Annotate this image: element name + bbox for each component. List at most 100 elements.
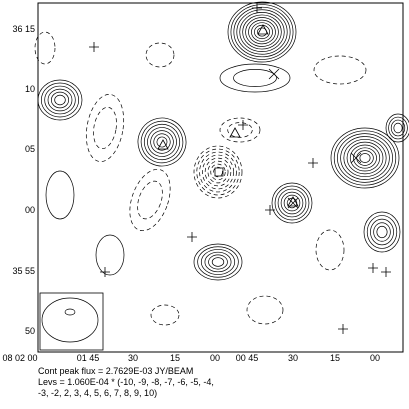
contour (337, 133, 393, 183)
contour (204, 157, 232, 187)
source-marker (100, 267, 110, 277)
contour (200, 249, 236, 275)
contour (363, 211, 401, 253)
source-marker (268, 68, 280, 80)
contour (50, 91, 70, 109)
contour (227, 1, 297, 63)
contour (333, 130, 397, 186)
contour (346, 141, 384, 175)
source-marker (252, 3, 262, 13)
contour (393, 122, 403, 134)
source-marker (350, 152, 362, 164)
source-marker (187, 232, 197, 242)
contour (340, 136, 390, 180)
x-tick-label: 15 (170, 353, 180, 363)
contour (37, 79, 83, 121)
contour (153, 133, 171, 151)
plot-frame (37, 2, 404, 353)
source-marker (229, 127, 241, 138)
x-tick-label: 15 (330, 353, 340, 363)
y-tick-label: 10 (25, 84, 35, 94)
contour (85, 94, 125, 162)
contour (219, 117, 261, 143)
x-tick-label: 30 (288, 353, 298, 363)
contour (353, 147, 377, 169)
contours (34, 1, 409, 334)
contour (204, 251, 232, 273)
y-tick-label: 35 55 (12, 266, 35, 276)
contour (211, 257, 225, 267)
contour (40, 82, 80, 118)
contour (140, 120, 184, 164)
contour (280, 191, 304, 215)
contour (254, 24, 270, 40)
contour (210, 163, 226, 181)
contour (219, 63, 291, 93)
contour (385, 113, 409, 143)
contour (236, 9, 288, 55)
contour (388, 116, 408, 140)
contour (349, 144, 381, 172)
contour (202, 154, 234, 190)
caption-levels: Levs = 1.060E-04 * (-10, -9, -8, -7, -6,… (38, 377, 214, 387)
contour (93, 106, 117, 150)
contour (54, 94, 66, 106)
contour (356, 150, 374, 166)
caption-peak: Cont peak flux = 2.7629E-03 JY/BEAM (38, 366, 193, 376)
contour (233, 69, 277, 87)
source-marker (308, 158, 318, 168)
source-marker (287, 196, 299, 207)
contour (248, 19, 276, 45)
source-marker (257, 24, 269, 35)
contour (95, 234, 125, 276)
x-tick-label: 00 (370, 353, 380, 363)
contour (370, 218, 394, 246)
contour (143, 123, 181, 161)
y-tick-label: 36 15 (12, 24, 35, 34)
contour (245, 17, 279, 47)
contour (230, 4, 294, 60)
contour (44, 85, 76, 115)
contour (283, 194, 301, 212)
contour (47, 88, 73, 112)
contour (156, 136, 168, 148)
contour (34, 31, 56, 65)
beam-outer (41, 297, 99, 343)
contour (207, 160, 229, 184)
source-marker (368, 263, 378, 273)
y-tick-label: 00 (25, 205, 35, 215)
contour (193, 145, 243, 199)
x-tick-label: 00 45 (236, 353, 259, 363)
contour (251, 22, 273, 42)
beam (64, 308, 76, 316)
contour (150, 130, 174, 154)
contour (45, 170, 75, 220)
contour (313, 55, 367, 85)
contour (137, 180, 163, 220)
contour (147, 127, 177, 157)
source-marker (338, 324, 348, 334)
contour (199, 151, 237, 193)
contour (390, 119, 406, 137)
contour (193, 243, 243, 281)
source-marker (89, 42, 99, 52)
contour (233, 6, 291, 58)
contour (366, 215, 398, 249)
contour (373, 222, 391, 242)
contour (197, 246, 239, 278)
contour (330, 127, 400, 189)
x-tick-label: 00 (210, 353, 220, 363)
contour (359, 153, 371, 163)
source-marker (265, 205, 275, 215)
contour (208, 254, 228, 270)
x-tick-label: 01 45 (77, 353, 100, 363)
contour (274, 185, 310, 221)
source-marker (238, 120, 248, 130)
contour (376, 225, 388, 239)
contour (239, 11, 285, 53)
x-tick-label: 30 (128, 353, 138, 363)
contour (315, 229, 345, 271)
beam-box (39, 292, 104, 351)
contour (242, 14, 282, 50)
